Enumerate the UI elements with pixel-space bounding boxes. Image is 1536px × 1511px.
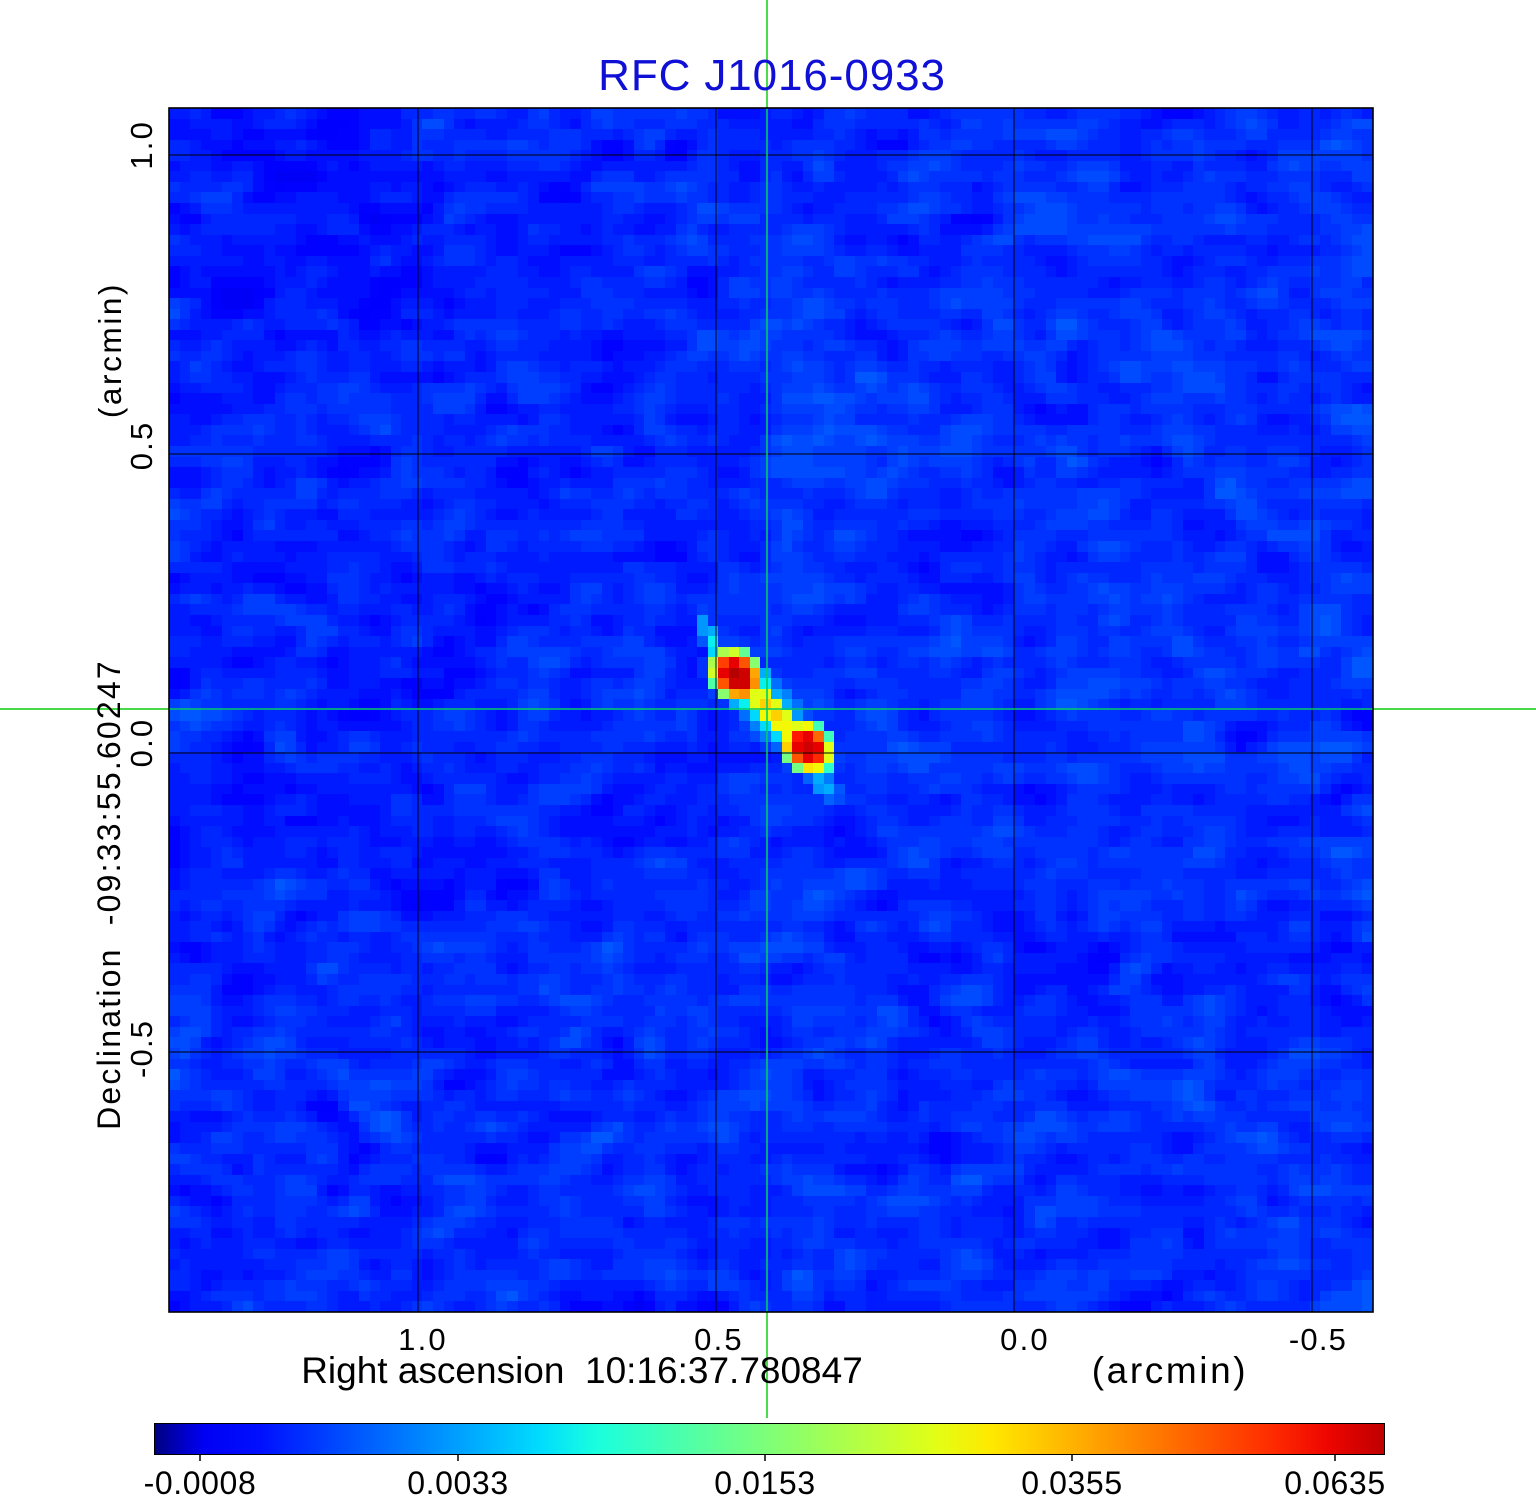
svg-text:0.0153: 0.0153 [714,1465,815,1501]
svg-text:0.0: 0.0 [124,718,159,768]
svg-text:Declination -09:33:55.60247: Declination -09:33:55.60247 [91,659,127,1130]
svg-text:Right ascension 10:16:37.7808: Right ascension 10:16:37.780847 [301,1350,863,1391]
svg-text:0.0635: 0.0635 [1284,1465,1385,1501]
svg-text:-0.5: -0.5 [1289,1322,1347,1357]
svg-text:1.0: 1.0 [398,1322,448,1357]
svg-text:1.0: 1.0 [124,120,159,170]
svg-text:RFC J1016-0933: RFC J1016-0933 [598,51,946,100]
svg-text:0.0355: 0.0355 [1021,1465,1122,1501]
svg-text:0.5: 0.5 [694,1322,744,1357]
svg-text:(arcmin): (arcmin) [1092,1350,1248,1391]
svg-text:0.0033: 0.0033 [407,1465,508,1501]
svg-text:-0.5: -0.5 [124,1020,159,1078]
svg-text:0.0: 0.0 [1000,1322,1050,1357]
svg-text:(arcmin): (arcmin) [92,282,128,418]
svg-text:-0.0008: -0.0008 [144,1465,257,1501]
svg-text:0.5: 0.5 [124,421,159,471]
